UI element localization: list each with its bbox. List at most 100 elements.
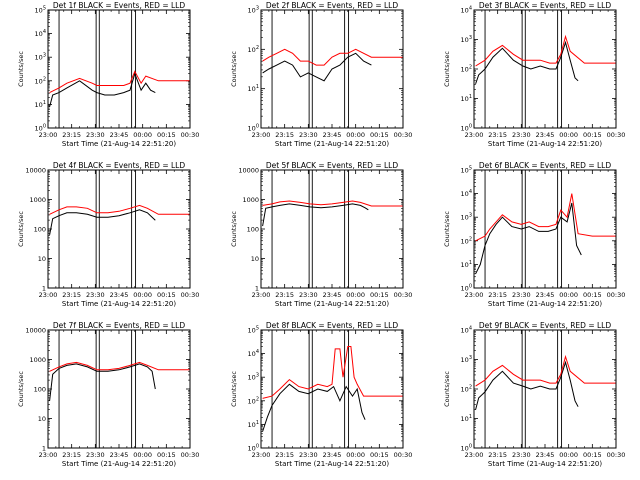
- y-tick-label: 100: [247, 226, 259, 234]
- x-tick-label: 00:00: [559, 451, 578, 459]
- subplot-2: Det 2f BLACK = Events, RED = LLD 100 101 10…: [230, 1, 412, 148]
- plot-frame: [47, 9, 191, 129]
- plot-frame: [47, 169, 191, 289]
- y-tick-label: 1000: [242, 196, 259, 204]
- y-tick-label: 102: [248, 396, 259, 405]
- x-axis-label: Start Time (21-Aug-14 22:51:20): [488, 140, 602, 148]
- lld-series-line: [475, 354, 616, 387]
- x-tick-label: 00:30: [181, 291, 200, 299]
- y-tick-label: 10: [38, 255, 46, 263]
- y-tick-label: 100: [461, 284, 472, 293]
- x-tick-label: 23:45: [323, 131, 342, 139]
- x-tick-label: 00:00: [346, 451, 365, 459]
- y-tick-label: 101: [461, 414, 472, 423]
- x-tick-label: 00:15: [583, 291, 602, 299]
- x-tick-label: 23:00: [252, 451, 271, 459]
- plot-title: Det 1f BLACK = Events, RED = LLD: [53, 1, 186, 10]
- y-axis-label: Counts/sec: [230, 371, 238, 407]
- y-tick-label: 103: [248, 373, 259, 382]
- y-tick-label: 1: [255, 285, 259, 293]
- y-tick-label: 101: [248, 84, 259, 93]
- y-tick-label: 1000: [29, 196, 46, 204]
- events-series-line: [475, 40, 579, 84]
- y-tick-label: 102: [461, 236, 472, 245]
- lld-series-line: [262, 200, 403, 207]
- y-tick-label: 10000: [25, 327, 46, 335]
- events-series-line: [262, 203, 369, 227]
- y-tick-label: 102: [461, 385, 472, 394]
- x-tick-label: 23:30: [299, 451, 318, 459]
- y-tick-label: 105: [248, 326, 259, 335]
- y-tick-label: 102: [35, 76, 46, 85]
- events-series-line: [475, 202, 582, 275]
- lld-series-line: [262, 48, 403, 66]
- x-tick-label: 23:30: [512, 451, 531, 459]
- subplot-3: Det 3f BLACK = Events, RED = LLD 100 101 10…: [443, 1, 625, 148]
- y-tick-label: 104: [461, 326, 472, 335]
- x-tick-label: 00:30: [607, 291, 626, 299]
- y-tick-label: 100: [248, 444, 259, 453]
- x-tick-label: 00:00: [559, 131, 578, 139]
- y-axis-label: Counts/sec: [17, 211, 25, 247]
- x-tick-label: 00:15: [157, 451, 176, 459]
- plot-frame: [260, 9, 404, 129]
- plot-frame: [473, 329, 617, 449]
- x-tick-label: 23:15: [62, 131, 81, 139]
- plot-frame: [473, 169, 617, 289]
- subplot-6: Det 6f BLACK = Events, RED = LLD 100 101 10…: [443, 161, 625, 308]
- x-tick-label: 23:30: [86, 291, 105, 299]
- x-tick-label: 23:15: [275, 451, 294, 459]
- y-tick-label: 1000: [29, 356, 46, 364]
- x-tick-label: 23:15: [62, 451, 81, 459]
- y-axis-label: Counts/sec: [443, 211, 451, 247]
- y-tick-label: 101: [461, 94, 472, 103]
- subplot-9: Det 9f BLACK = Events, RED = LLD 100 101 10…: [443, 321, 625, 468]
- x-tick-label: 23:45: [110, 451, 129, 459]
- x-tick-label: 23:30: [512, 291, 531, 299]
- x-tick-label: 00:00: [133, 291, 152, 299]
- x-tick-label: 23:00: [252, 131, 271, 139]
- y-tick-label: 101: [248, 420, 259, 429]
- y-tick-label: 1: [42, 285, 46, 293]
- x-tick-label: 23:30: [86, 131, 105, 139]
- y-tick-label: 103: [461, 35, 472, 44]
- x-tick-label: 00:00: [346, 291, 365, 299]
- y-axis-label: Counts/sec: [230, 211, 238, 247]
- plot-title: Det 7f BLACK = Events, RED = LLD: [53, 321, 186, 330]
- y-tick-label: 10000: [25, 167, 46, 175]
- y-axis-label: Counts/sec: [443, 51, 451, 87]
- lld-series-line: [49, 204, 190, 215]
- x-tick-label: 00:30: [181, 131, 200, 139]
- y-axis-label: Counts/sec: [17, 51, 25, 87]
- y-tick-label: 103: [461, 355, 472, 364]
- y-tick-label: 10000: [238, 167, 259, 175]
- events-series-line: [262, 383, 366, 432]
- y-axis-label: Counts/sec: [230, 51, 238, 87]
- y-tick-label: 102: [248, 45, 259, 54]
- x-tick-label: 23:00: [252, 291, 271, 299]
- x-tick-label: 23:45: [323, 291, 342, 299]
- y-tick-label: 105: [461, 166, 472, 175]
- y-tick-label: 100: [461, 444, 472, 453]
- x-tick-label: 23:45: [536, 131, 555, 139]
- y-tick-label: 100: [248, 124, 259, 133]
- events-series-line: [49, 72, 156, 107]
- lld-series-line: [49, 361, 190, 372]
- x-tick-label: 23:45: [536, 451, 555, 459]
- x-tick-label: 23:30: [512, 131, 531, 139]
- y-tick-label: 101: [461, 260, 472, 269]
- x-tick-label: 23:30: [299, 291, 318, 299]
- y-tick-label: 103: [248, 6, 259, 15]
- y-tick-label: 104: [461, 6, 472, 15]
- x-axis-label: Start Time (21-Aug-14 22:51:20): [275, 460, 389, 468]
- y-tick-label: 103: [461, 213, 472, 222]
- x-tick-label: 23:00: [39, 451, 58, 459]
- y-tick-label: 104: [35, 29, 46, 38]
- events-series-line: [49, 363, 156, 401]
- y-tick-label: 100: [34, 226, 46, 234]
- x-axis-label: Start Time (21-Aug-14 22:51:20): [62, 300, 176, 308]
- plot-frame: [47, 329, 191, 449]
- x-tick-label: 00:30: [181, 451, 200, 459]
- x-tick-label: 00:15: [370, 131, 389, 139]
